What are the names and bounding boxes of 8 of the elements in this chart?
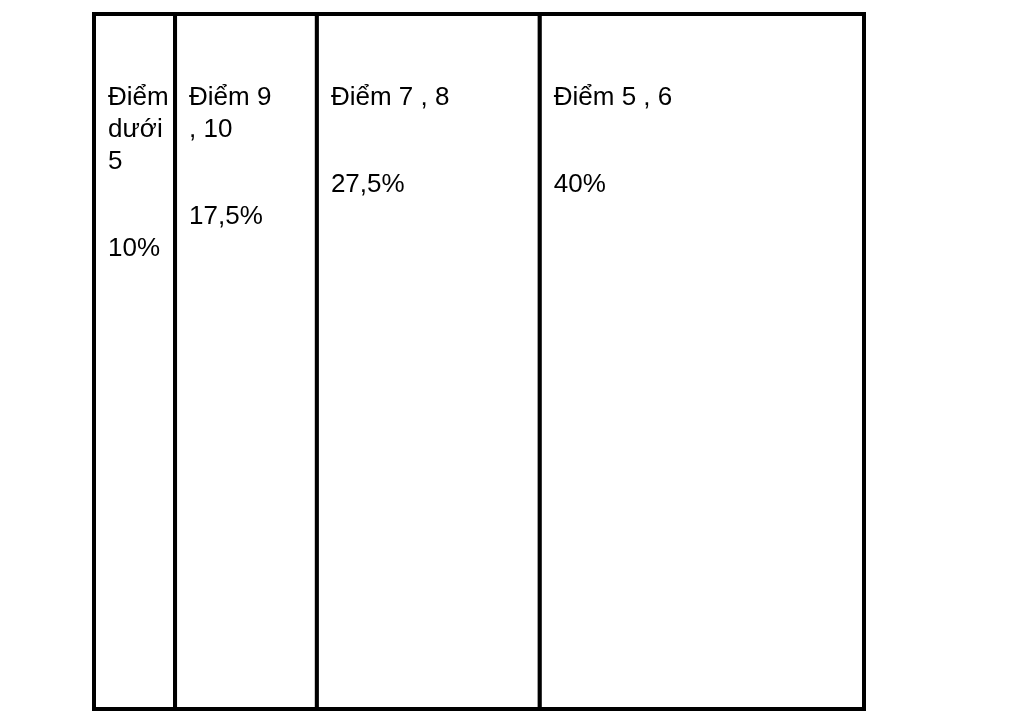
data-label: 40% [553,168,606,198]
data-label: 17,5% [189,200,263,230]
data-label: 10% [108,232,161,262]
series-label: Điểm dưới 5 [108,81,169,175]
data-label: 27,5% [330,168,405,198]
series-label: Điểm 9 , 10 [189,81,272,143]
series-label: Điểm 7 , 8 [330,81,450,111]
series-label: Điểm 5 , 6 [553,81,673,111]
